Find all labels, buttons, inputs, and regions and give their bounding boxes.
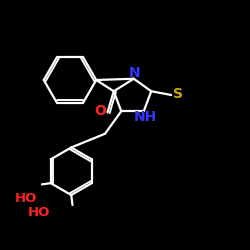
Text: S: S — [173, 87, 183, 101]
Text: N: N — [128, 66, 140, 80]
Text: HO: HO — [28, 206, 50, 219]
Text: O: O — [94, 104, 106, 118]
Text: NH: NH — [134, 110, 158, 124]
Text: HO: HO — [15, 192, 38, 205]
